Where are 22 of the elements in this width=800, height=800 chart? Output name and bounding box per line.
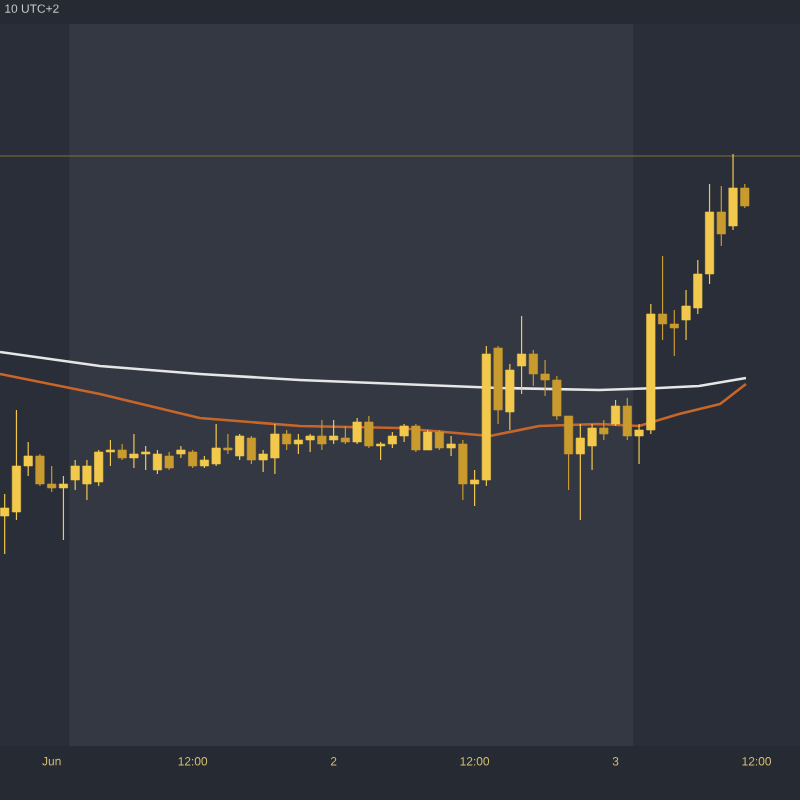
candlestick	[728, 153, 738, 231]
candlestick	[740, 183, 750, 209]
candlestick	[458, 439, 468, 501]
candlestick	[446, 435, 456, 457]
candlestick	[599, 419, 609, 441]
candlestick	[434, 429, 444, 451]
candlestick	[352, 417, 362, 445]
candlestick	[329, 419, 339, 445]
candlestick	[223, 433, 233, 455]
candlestick	[58, 475, 68, 541]
candlestick	[235, 433, 245, 461]
candlestick	[411, 423, 421, 453]
candlestick	[716, 185, 726, 247]
candlestick	[246, 435, 256, 465]
candlestick	[317, 419, 327, 451]
candlestick	[282, 429, 292, 451]
candlestick	[622, 397, 632, 441]
candlestick	[364, 415, 374, 449]
candlestick	[517, 315, 527, 395]
candlestick	[505, 363, 515, 431]
candlestick	[611, 399, 621, 427]
candlestick	[423, 429, 433, 451]
